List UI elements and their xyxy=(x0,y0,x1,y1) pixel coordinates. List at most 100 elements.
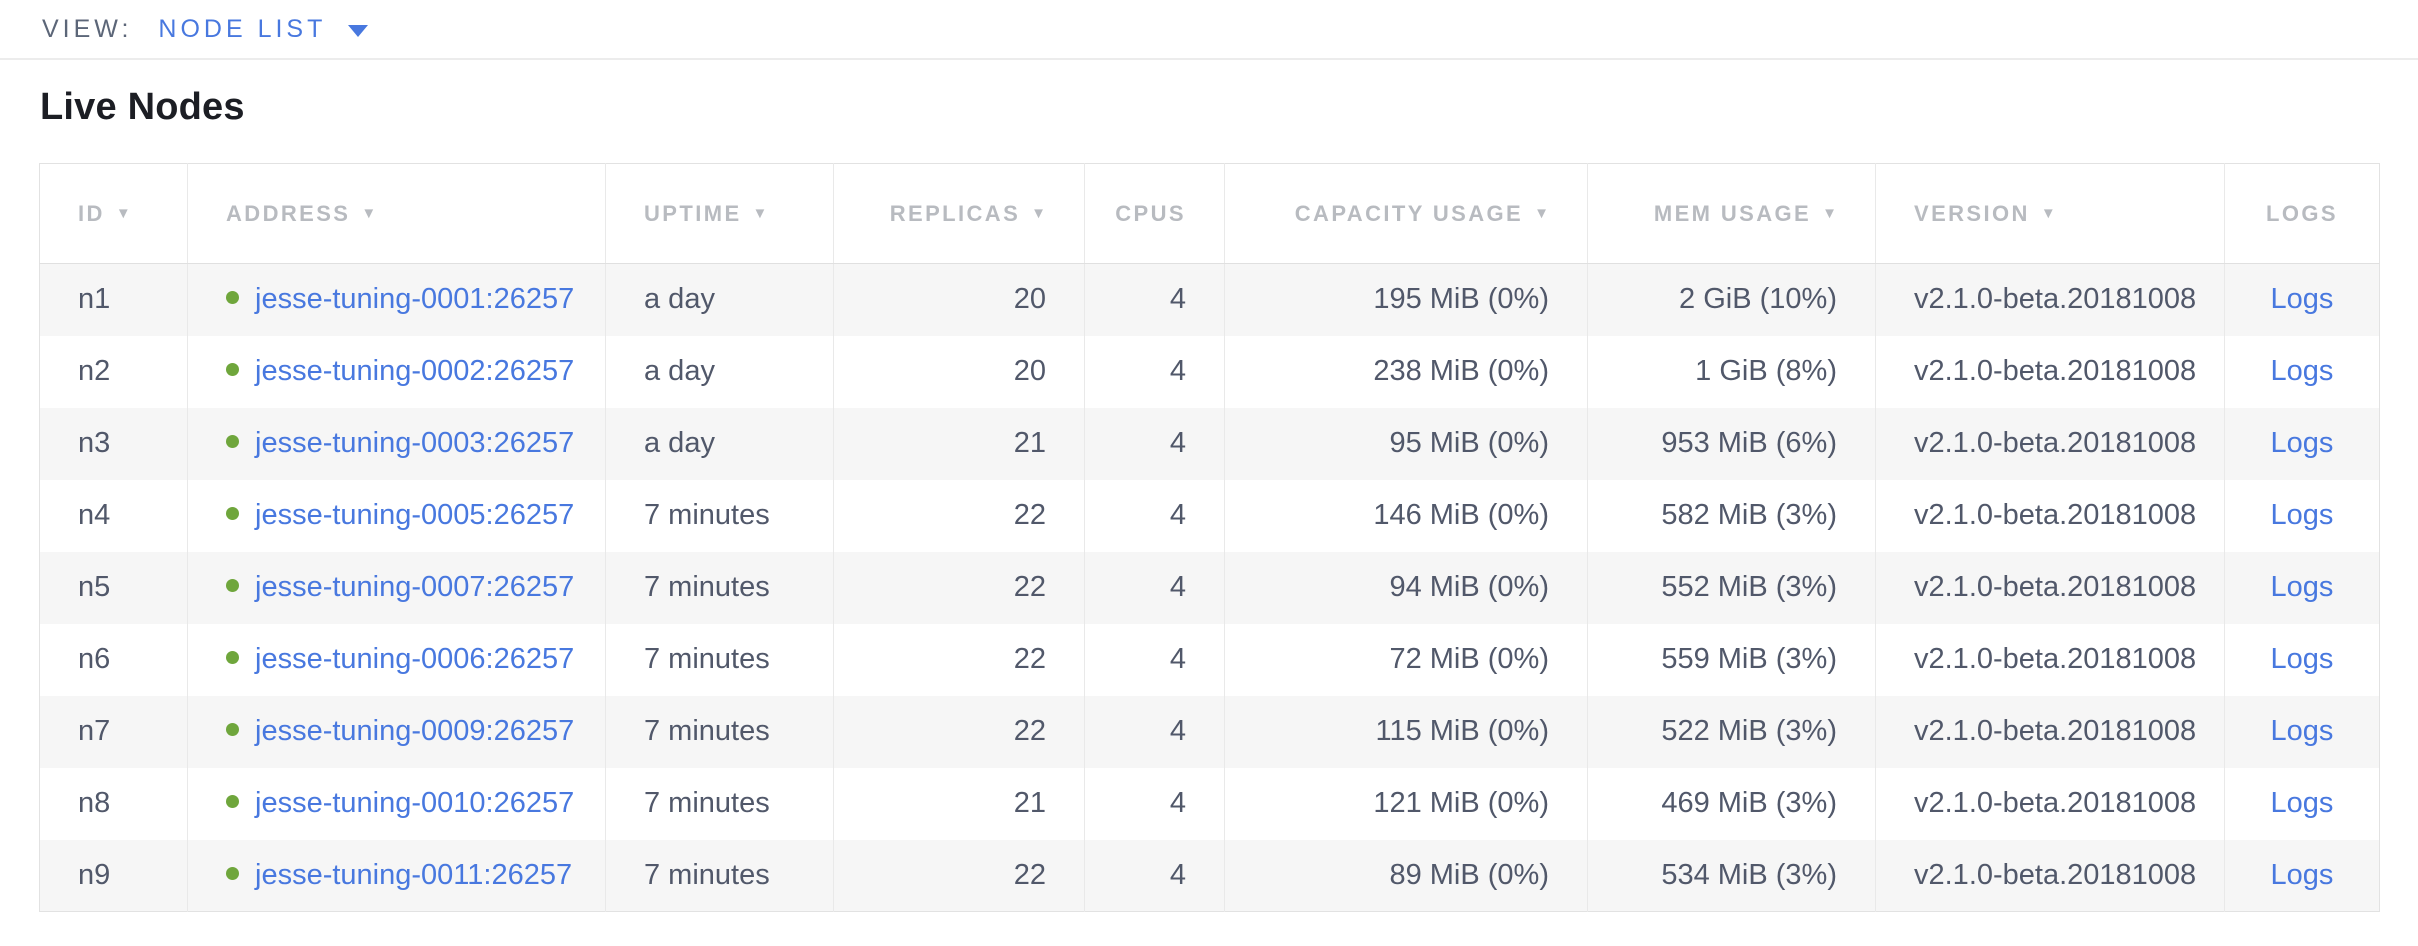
column-header-label: ID xyxy=(78,200,105,226)
version-cell: v2.1.0-beta.20181008 xyxy=(1875,407,2225,480)
mem_usage-cell: 2 GiB (10%) xyxy=(1587,263,1876,336)
node-address-link[interactable]: jesse-tuning-0011:26257 xyxy=(255,858,573,891)
replicas-cell: 22 xyxy=(833,551,1085,624)
replicas-cell: 20 xyxy=(833,335,1085,408)
column-header-replicas[interactable]: REPLICAS ▼ xyxy=(833,163,1085,264)
node-row-n7: n7 jesse-tuning-0009:26257 7 minutes 22 4 115… xyxy=(39,695,2380,768)
version-cell: v2.1.0-beta.20181008 xyxy=(1875,623,2225,696)
capacity_usage-cell: 195 MiB (0%) xyxy=(1224,263,1588,336)
uptime-cell: 7 minutes xyxy=(605,479,834,552)
address-cell: jesse-tuning-0007:26257 xyxy=(187,551,606,624)
address-cell: jesse-tuning-0003:26257 xyxy=(187,407,606,480)
column-header-mem_usage[interactable]: MEM USAGE ▼ xyxy=(1587,163,1876,264)
sort-caret-icon: ▼ xyxy=(1534,204,1549,222)
address-cell: jesse-tuning-0005:26257 xyxy=(187,479,606,552)
cpus-cell: 4 xyxy=(1084,263,1225,336)
version-cell: v2.1.0-beta.20181008 xyxy=(1875,263,2225,336)
id-cell: n7 xyxy=(39,695,188,768)
mem_usage-cell: 522 MiB (3%) xyxy=(1587,695,1876,768)
id-cell: n9 xyxy=(39,839,188,912)
node-row-n8: n8 jesse-tuning-0010:26257 7 minutes 21 4 121… xyxy=(39,767,2380,840)
logs-cell: Logs xyxy=(2225,408,2380,480)
node-live-status-icon xyxy=(226,291,239,305)
logs-link[interactable]: Logs xyxy=(2270,643,2334,675)
node-live-status-icon xyxy=(226,722,239,736)
uptime-cell: 7 minutes xyxy=(605,623,834,696)
replicas-cell: 21 xyxy=(833,407,1085,480)
logs-link[interactable]: Logs xyxy=(2270,499,2334,531)
logs-link[interactable]: Logs xyxy=(2270,283,2334,316)
id-cell: n6 xyxy=(39,623,188,696)
node-address-link[interactable]: jesse-tuning-0001:26257 xyxy=(255,283,575,316)
sort-caret-icon: ▼ xyxy=(1822,204,1837,222)
logs-cell: Logs xyxy=(2225,264,2380,336)
logs-link[interactable]: Logs xyxy=(2270,355,2334,387)
column-header-label: REPLICAS xyxy=(889,200,1021,226)
cpus-cell: 4 xyxy=(1084,407,1225,480)
node-live-status-icon xyxy=(226,362,239,376)
address-cell: jesse-tuning-0010:26257 xyxy=(187,767,606,840)
column-header-label: CPUS xyxy=(1115,200,1186,226)
logs-link[interactable]: Logs xyxy=(2270,858,2334,891)
node-address-link[interactable]: jesse-tuning-0005:26257 xyxy=(255,499,575,531)
cpus-cell: 4 xyxy=(1084,695,1225,768)
column-header-version[interactable]: VERSION ▼ xyxy=(1875,163,2225,264)
node-address-link[interactable]: jesse-tuning-0003:26257 xyxy=(255,427,575,459)
id-cell: n1 xyxy=(39,263,188,336)
node-live-status-icon xyxy=(226,578,239,592)
column-header-logs: LOGS xyxy=(2224,163,2380,264)
node-row-n5: n5 jesse-tuning-0007:26257 7 minutes 22 4 94 … xyxy=(39,551,2380,624)
column-header-label: UPTIME xyxy=(644,200,742,226)
capacity_usage-cell: 95 MiB (0%) xyxy=(1224,407,1588,480)
column-header-address[interactable]: ADDRESS ▼ xyxy=(187,163,606,264)
column-header-capacity_usage[interactable]: CAPACITY USAGE ▼ xyxy=(1224,163,1588,264)
mem_usage-cell: 1 GiB (8%) xyxy=(1587,335,1876,408)
replicas-cell: 20 xyxy=(833,263,1085,336)
node-row-n2: n2 jesse-tuning-0002:26257 a day 20 4 238 MiB… xyxy=(39,335,2380,408)
address-cell: jesse-tuning-0006:26257 xyxy=(187,623,606,696)
column-header-id[interactable]: ID ▼ xyxy=(39,163,188,264)
logs-link[interactable]: Logs xyxy=(2270,571,2334,603)
node-address-link[interactable]: jesse-tuning-0006:26257 xyxy=(255,643,575,675)
node-address-link[interactable]: jesse-tuning-0007:26257 xyxy=(255,571,575,603)
column-header-label: MEM USAGE xyxy=(1653,200,1812,226)
uptime-cell: 7 minutes xyxy=(605,551,834,624)
address-cell: jesse-tuning-0001:26257 xyxy=(187,263,606,336)
sort-caret-icon: ▼ xyxy=(1031,204,1046,222)
version-cell: v2.1.0-beta.20181008 xyxy=(1875,335,2225,408)
sort-caret-icon: ▼ xyxy=(2040,204,2056,222)
version-cell: v2.1.0-beta.20181008 xyxy=(1875,767,2225,840)
logs-link[interactable]: Logs xyxy=(2270,787,2334,819)
address-cell: jesse-tuning-0009:26257 xyxy=(187,695,606,768)
mem_usage-cell: 559 MiB (3%) xyxy=(1587,623,1876,696)
node-live-status-icon xyxy=(226,794,239,808)
node-address-link[interactable]: jesse-tuning-0002:26257 xyxy=(255,355,575,387)
page-title: Live Nodes xyxy=(40,86,245,128)
capacity_usage-cell: 72 MiB (0%) xyxy=(1224,623,1588,696)
node-live-status-icon xyxy=(226,506,239,520)
uptime-cell: 7 minutes xyxy=(605,767,834,840)
mem_usage-cell: 469 MiB (3%) xyxy=(1587,767,1876,840)
capacity_usage-cell: 146 MiB (0%) xyxy=(1224,479,1588,552)
view-mode-dropdown[interactable]: NODE LIST xyxy=(158,15,369,44)
logs-cell: Logs xyxy=(2225,552,2380,624)
version-cell: v2.1.0-beta.20181008 xyxy=(1875,551,2225,624)
capacity_usage-cell: 89 MiB (0%) xyxy=(1224,839,1588,912)
address-cell: jesse-tuning-0011:26257 xyxy=(187,839,606,912)
node-address-link[interactable]: jesse-tuning-0009:26257 xyxy=(255,715,575,747)
node-live-status-icon xyxy=(226,650,239,664)
capacity_usage-cell: 115 MiB (0%) xyxy=(1224,695,1588,768)
cpus-cell: 4 xyxy=(1084,767,1225,840)
logs-link[interactable]: Logs xyxy=(2270,427,2334,459)
column-header-label: LOGS xyxy=(2266,200,2338,226)
address-cell: jesse-tuning-0002:26257 xyxy=(187,335,606,408)
node-row-n6: n6 jesse-tuning-0006:26257 7 minutes 22 4 72 … xyxy=(39,623,2380,696)
column-header-uptime[interactable]: UPTIME ▼ xyxy=(605,163,834,264)
logs-link[interactable]: Logs xyxy=(2270,715,2334,747)
uptime-cell: a day xyxy=(605,335,834,408)
id-cell: n4 xyxy=(39,479,188,552)
mem_usage-cell: 582 MiB (3%) xyxy=(1587,479,1876,552)
node-address-link[interactable]: jesse-tuning-0010:26257 xyxy=(255,787,575,819)
cpus-cell: 4 xyxy=(1084,623,1225,696)
cpus-cell: 4 xyxy=(1084,839,1225,912)
